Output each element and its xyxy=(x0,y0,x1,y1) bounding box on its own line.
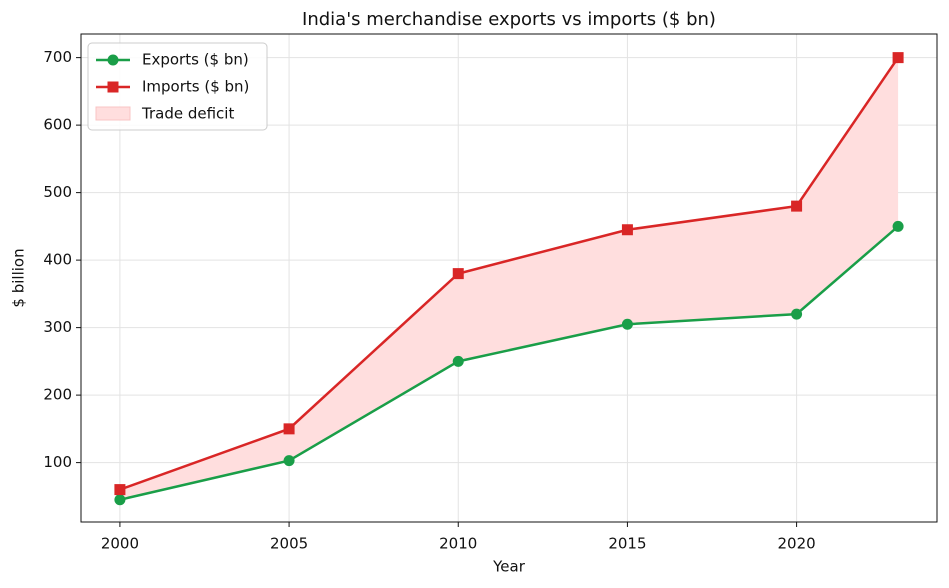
x-tick-label: 2015 xyxy=(608,535,646,553)
y-tick-label: 500 xyxy=(43,183,72,201)
series-line xyxy=(119,56,900,491)
y-tick-label: 100 xyxy=(43,453,72,471)
legend-label: Imports ($ bn) xyxy=(142,78,249,96)
marker xyxy=(114,484,126,496)
series-line xyxy=(119,225,899,501)
legend-label: Exports ($ bn) xyxy=(142,51,249,69)
y-axis-label: $ billion xyxy=(10,248,28,307)
plot-frame xyxy=(80,33,938,523)
marker xyxy=(452,355,464,367)
marker xyxy=(621,224,633,236)
marker xyxy=(791,200,803,212)
legend-label: Trade deficit xyxy=(141,105,234,123)
marker xyxy=(283,455,295,467)
legend-box xyxy=(87,42,268,131)
marker xyxy=(791,308,803,320)
deficit-area xyxy=(119,57,899,500)
marker xyxy=(892,220,904,232)
marker xyxy=(621,318,633,330)
x-tick-label: 2000 xyxy=(101,535,139,553)
marker xyxy=(114,494,126,506)
y-tick-label: 700 xyxy=(43,48,72,66)
y-tick-label: 400 xyxy=(43,251,72,269)
y-tick-label: 300 xyxy=(43,318,72,336)
y-tick-label: 600 xyxy=(43,116,72,134)
x-tick-label: 2005 xyxy=(270,535,308,553)
x-tick-label: 2020 xyxy=(777,535,815,553)
marker xyxy=(283,423,295,435)
legend-swatch xyxy=(95,106,131,121)
plot-area xyxy=(114,52,904,506)
y-tick-label: 200 xyxy=(43,386,72,404)
x-axis-label: Year xyxy=(492,558,526,576)
x-tick-label: 2010 xyxy=(439,535,477,553)
marker xyxy=(892,52,904,64)
marker xyxy=(452,268,464,280)
legend: Exports ($ bn) Imports ($ bn) Trade defici… xyxy=(87,42,268,131)
legend-marker xyxy=(107,54,119,66)
chart-title: India's merchandise exports vs imports (… xyxy=(302,9,716,30)
legend-marker xyxy=(107,81,119,93)
